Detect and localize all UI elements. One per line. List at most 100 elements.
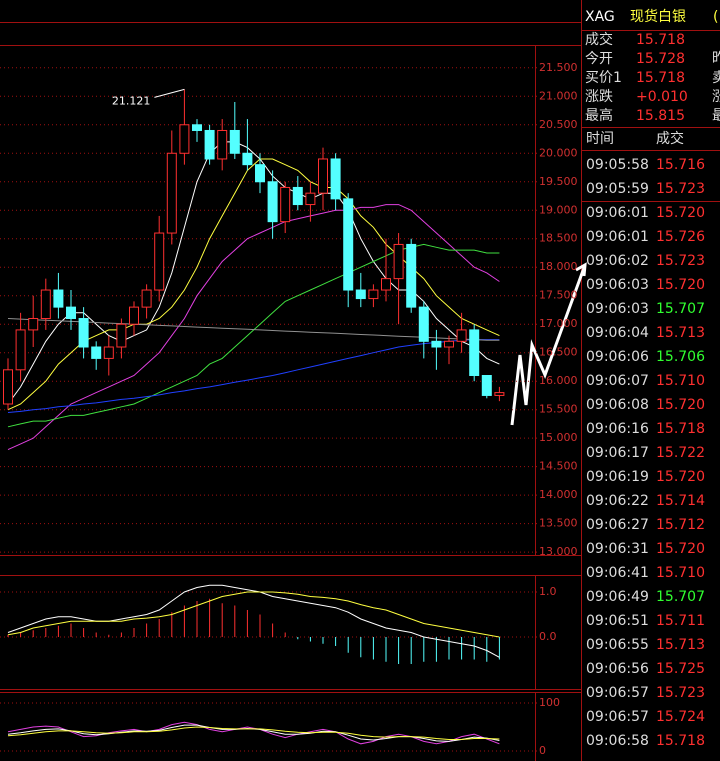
tick-price: 15.710 [656, 373, 705, 389]
tick-time: 09:06:08 [586, 397, 649, 413]
tick-time: 09:06:01 [586, 229, 649, 245]
candle-body [406, 243, 417, 308]
candle-body [255, 164, 265, 183]
candle-body [381, 278, 391, 291]
candle-body [330, 158, 341, 200]
tick-time: 09:06:17 [586, 445, 649, 461]
y-tick-label: 21.500 [539, 61, 578, 74]
indicator-line [7, 339, 500, 413]
candle-body [179, 124, 190, 154]
y-tick-label: 18.500 [539, 232, 578, 245]
tick-price: 15.712 [656, 517, 705, 533]
tick-price: 15.718 [656, 733, 705, 749]
candle-body [53, 289, 64, 308]
indicator-line [7, 591, 500, 638]
y-tick-label: 19.000 [539, 203, 578, 216]
y-tick-label: 15.000 [539, 431, 578, 444]
candle-body [66, 306, 76, 320]
y-tick-label: 19.500 [539, 175, 578, 188]
y-tick-label: 13.000 [539, 545, 578, 558]
candle-body [481, 375, 492, 396]
tick-price: 15.713 [656, 637, 705, 653]
candle-body [103, 346, 114, 359]
tick-time: 09:06:04 [586, 325, 649, 341]
y-tick-label: 17.500 [539, 289, 578, 302]
info-value: 15.718 [636, 32, 685, 48]
candle-body [469, 329, 480, 377]
tick-price: 15.723 [656, 253, 705, 269]
candle-body [141, 289, 152, 308]
candle-body [494, 392, 505, 396]
tick-price: 15.720 [656, 397, 705, 413]
candle-body [343, 198, 354, 291]
y-tick-label: 0.0 [539, 630, 557, 643]
y-tick-label: 16.000 [539, 374, 578, 387]
candle-body [431, 340, 442, 348]
tick-time: 09:06:02 [586, 253, 649, 269]
candle-body [116, 323, 127, 348]
y-tick-label: 0 [539, 744, 546, 757]
tick-time: 09:06:49 [586, 589, 649, 605]
candle-body [355, 289, 366, 300]
y-tick-label: 18.000 [539, 260, 578, 273]
candle-body [444, 340, 454, 348]
candle-body [305, 192, 316, 206]
info-value: 15.718 [636, 70, 685, 86]
tick-price: 15.707 [656, 589, 705, 605]
info-label-cut: 昨 [712, 51, 720, 67]
tick-price: 15.720 [656, 205, 705, 221]
indicator-line [7, 584, 500, 658]
indicator-line [7, 726, 500, 740]
info-label: 最高 [585, 107, 613, 124]
indicator-line [7, 318, 500, 341]
tick-price: 15.723 [656, 181, 705, 197]
tick-price: 15.710 [656, 565, 705, 581]
tick-time: 09:06:56 [586, 661, 649, 677]
info-value: 15.815 [636, 108, 685, 124]
tick-time: 09:06:31 [586, 541, 649, 557]
candle-body [368, 289, 379, 300]
tick-time: 09:06:01 [586, 205, 649, 221]
tick-time: 09:06:58 [586, 733, 649, 749]
candle-body [242, 152, 253, 166]
info-label: 成交 [585, 31, 613, 48]
y-tick-label: 14.500 [539, 460, 578, 473]
tick-time: 09:06:22 [586, 493, 649, 509]
tick-price: 15.718 [656, 421, 705, 437]
candle-body [192, 124, 202, 131]
tick-time: 09:06:06 [586, 349, 649, 365]
tick-time: 09:05:58 [586, 157, 649, 173]
tick-time: 09:06:57 [586, 709, 649, 725]
candle-body [217, 129, 228, 160]
candle-body [40, 289, 51, 320]
drawn-arrows [510, 262, 587, 426]
tick-time: 09:06:51 [586, 613, 649, 629]
candle-body [28, 318, 39, 331]
candle-body [280, 186, 291, 223]
tick-time: 09:06:55 [586, 637, 649, 653]
y-tick-label: 100 [539, 696, 560, 709]
tick-time: 09:06:41 [586, 565, 649, 581]
info-label: 买价1 [585, 70, 622, 86]
tick-price: 15.706 [656, 349, 705, 365]
tick-time: 09:06:07 [586, 373, 649, 389]
y-tick-label: 21.000 [539, 89, 578, 102]
tick-price: 15.711 [656, 613, 705, 629]
info-label-cut: 涨 [712, 89, 720, 105]
candle-body [3, 369, 13, 405]
candle-body [15, 329, 26, 371]
candle-body [267, 181, 278, 223]
tick-price: 15.720 [656, 541, 705, 557]
info-label-cut: 卖 [712, 70, 720, 86]
tick-price: 15.713 [656, 325, 705, 341]
info-value: 15.728 [636, 51, 685, 67]
candle-body [91, 346, 102, 359]
y-tick-label: 1.0 [539, 585, 557, 598]
indicator-line [7, 158, 500, 411]
y-tick-label: 15.500 [539, 403, 578, 416]
annotation-label: 21.121 [112, 94, 151, 107]
tick-price: 15.723 [656, 685, 705, 701]
info-label: 涨跌 [585, 89, 613, 105]
